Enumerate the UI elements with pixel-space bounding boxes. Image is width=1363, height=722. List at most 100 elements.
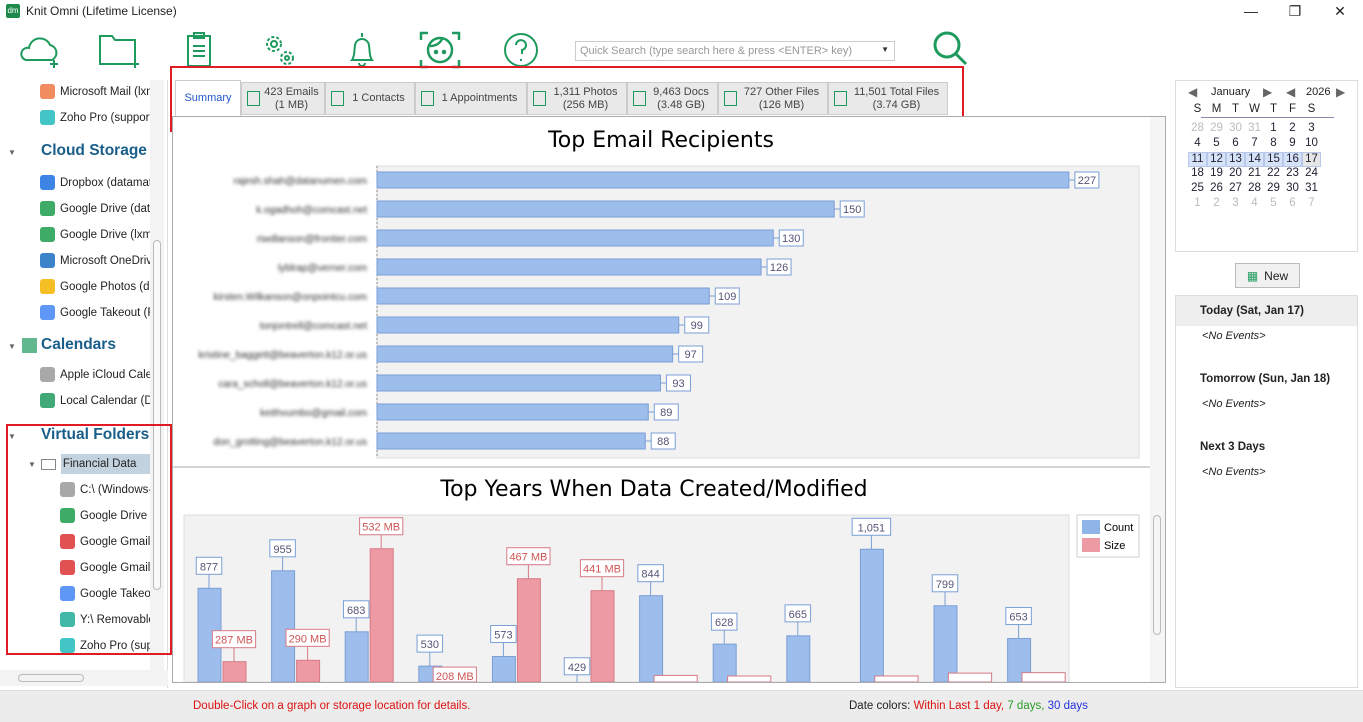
next-month-button[interactable]: ▶ [1263, 85, 1273, 99]
calendar-day[interactable]: 31 [1248, 122, 1261, 134]
sidebar-item[interactable]: Google Drive ( [60, 508, 167, 523]
calendar-day[interactable]: 9 [1289, 137, 1296, 149]
sidebar-item[interactable]: Google Gmail ( [60, 560, 167, 575]
calendar-day[interactable]: 21 [1248, 167, 1261, 179]
summary-charts[interactable]: Top Email Recipients rajesh.shah@datanume… [172, 116, 1166, 683]
collapse-arrow-icon[interactable]: ▼ [8, 432, 16, 441]
sidebar-item[interactable]: Google Gmail ( [60, 534, 167, 549]
calendar-day[interactable]: 6 [1232, 137, 1239, 149]
calendar-day[interactable]: 2 [1213, 197, 1220, 209]
collapse-arrow-icon[interactable]: ▼ [8, 148, 16, 157]
bar[interactable] [376, 432, 646, 450]
calendar-day[interactable]: 2 [1289, 122, 1296, 134]
calendar-day[interactable]: 29 [1267, 182, 1280, 194]
calendar-day[interactable]: 27 [1229, 182, 1242, 194]
charts-canvas[interactable]: Top Email Recipients rajesh.shah@datanume… [173, 117, 1165, 682]
tab-contacts[interactable]: 1 Contacts [325, 82, 415, 115]
bar[interactable] [376, 287, 710, 305]
calendar-day[interactable]: 13 [1226, 152, 1245, 167]
sidebar-item[interactable]: Zoho Pro (supp [60, 638, 167, 653]
quick-search-input[interactable]: Quick Search (type search here & press <… [575, 41, 895, 61]
sidebar-item[interactable]: Google Takeout (R [40, 305, 167, 320]
count-bar[interactable] [786, 635, 811, 682]
sidebar-item[interactable]: Google Drive (data [40, 201, 167, 216]
calendar-day[interactable]: 30 [1229, 122, 1242, 134]
help-icon[interactable] [499, 30, 543, 70]
calendar-day[interactable]: 30 [1286, 182, 1299, 194]
calendar-day[interactable]: 20 [1229, 167, 1242, 179]
sidebar-item[interactable]: Apple iCloud Calen [40, 367, 167, 382]
count-bar[interactable] [491, 655, 516, 682]
dropdown-arrow-icon[interactable]: ▼ [881, 45, 889, 54]
calendar-day[interactable]: 7 [1251, 137, 1258, 149]
new-event-button[interactable]: ▦ New [1235, 263, 1300, 288]
calendar-day[interactable]: 11 [1188, 152, 1207, 167]
calendar-day[interactable]: 16 [1283, 152, 1302, 167]
maximize-button[interactable]: ❐ [1288, 3, 1302, 19]
size-bar[interactable] [369, 548, 394, 682]
count-bar[interactable] [639, 595, 664, 682]
collapse-arrow-icon[interactable]: ▼ [28, 459, 36, 469]
close-button[interactable]: ✕ [1334, 3, 1346, 19]
sidebar-vertical-scrollbar[interactable] [150, 80, 164, 670]
calendar-day[interactable]: 1 [1194, 197, 1201, 209]
calendar-day[interactable]: 10 [1305, 137, 1318, 149]
tab-appointments[interactable]: 1 Appointments [415, 82, 527, 115]
sidebar-item[interactable]: Google Photos (da [40, 279, 167, 294]
calendar-day[interactable]: 6 [1289, 197, 1296, 209]
bar[interactable] [376, 374, 661, 392]
next-year-button[interactable]: ▶ [1336, 85, 1346, 99]
sidebar-item[interactable]: Dropbox (datamat [40, 175, 167, 190]
count-bar[interactable] [344, 631, 369, 682]
sidebar-item[interactable]: Google Drive (lxmu [40, 227, 167, 242]
sidebar-item[interactable]: Microsoft Mail (lxm [40, 84, 167, 99]
settings-gears-icon[interactable] [258, 30, 302, 70]
bell-icon[interactable] [340, 30, 384, 70]
cloud-add-icon[interactable] [18, 30, 62, 70]
chart-vertical-scrollbar[interactable] [1150, 117, 1165, 682]
bar[interactable] [376, 200, 835, 218]
tab-summary[interactable]: Summary [175, 80, 241, 116]
count-bar[interactable] [271, 570, 296, 682]
prev-year-button[interactable]: ◀ [1286, 85, 1296, 99]
bar[interactable] [376, 258, 762, 276]
calendar-day[interactable]: 3 [1308, 122, 1315, 134]
calendar-day[interactable]: 26 [1210, 182, 1223, 194]
size-bar[interactable] [590, 590, 615, 682]
sidebar-item[interactable]: Y:\ Removable [60, 612, 167, 627]
prev-month-button[interactable]: ◀ [1188, 85, 1198, 99]
bar[interactable] [376, 316, 680, 334]
calendar-day[interactable]: 17 [1302, 152, 1321, 167]
tab-emails[interactable]: 423 Emails (1 MB) [241, 82, 325, 115]
calendar-day[interactable]: 29 [1210, 122, 1223, 134]
calendar-day[interactable]: 24 [1305, 167, 1318, 179]
count-bar[interactable] [859, 548, 884, 682]
calendar-day[interactable]: 28 [1191, 122, 1204, 134]
size-bar[interactable] [516, 578, 541, 682]
bar[interactable] [376, 403, 649, 421]
sidebar-item[interactable]: Microsoft OneDrive [40, 253, 167, 268]
calendar-day[interactable]: 31 [1305, 182, 1318, 194]
calendar-day[interactable]: 4 [1194, 137, 1201, 149]
collapse-arrow-icon[interactable]: ▼ [8, 342, 16, 351]
tab-docs[interactable]: 9,463 Docs (3.48 GB) [627, 82, 718, 115]
calendar-day[interactable]: 5 [1270, 197, 1277, 209]
size-bar[interactable] [296, 659, 321, 682]
calendar-day[interactable]: 8 [1270, 137, 1277, 149]
calendar-day[interactable]: 5 [1213, 137, 1220, 149]
tab-files[interactable]: 11,501 Total Files (3.74 GB) [828, 82, 948, 115]
calendar-day[interactable]: 25 [1191, 182, 1204, 194]
folder-add-icon[interactable] [97, 30, 141, 70]
bar[interactable] [376, 171, 1070, 189]
count-bar[interactable] [933, 605, 958, 682]
sidebar-item[interactable]: Google Takeou [60, 586, 167, 601]
calendar-day[interactable]: 4 [1251, 197, 1258, 209]
calendar-day[interactable]: 3 [1232, 197, 1239, 209]
bar[interactable] [376, 345, 674, 363]
sidebar-section-title[interactable]: Virtual Folders [41, 426, 150, 443]
virtual-folder-financial-data[interactable]: ▼ Financial Data [28, 454, 150, 474]
calendar-day[interactable]: 7 [1308, 197, 1315, 209]
tab-photos[interactable]: 1,311 Photos (256 MB) [527, 82, 627, 115]
clipboard-icon[interactable] [178, 30, 222, 70]
face-scan-icon[interactable] [418, 30, 462, 70]
